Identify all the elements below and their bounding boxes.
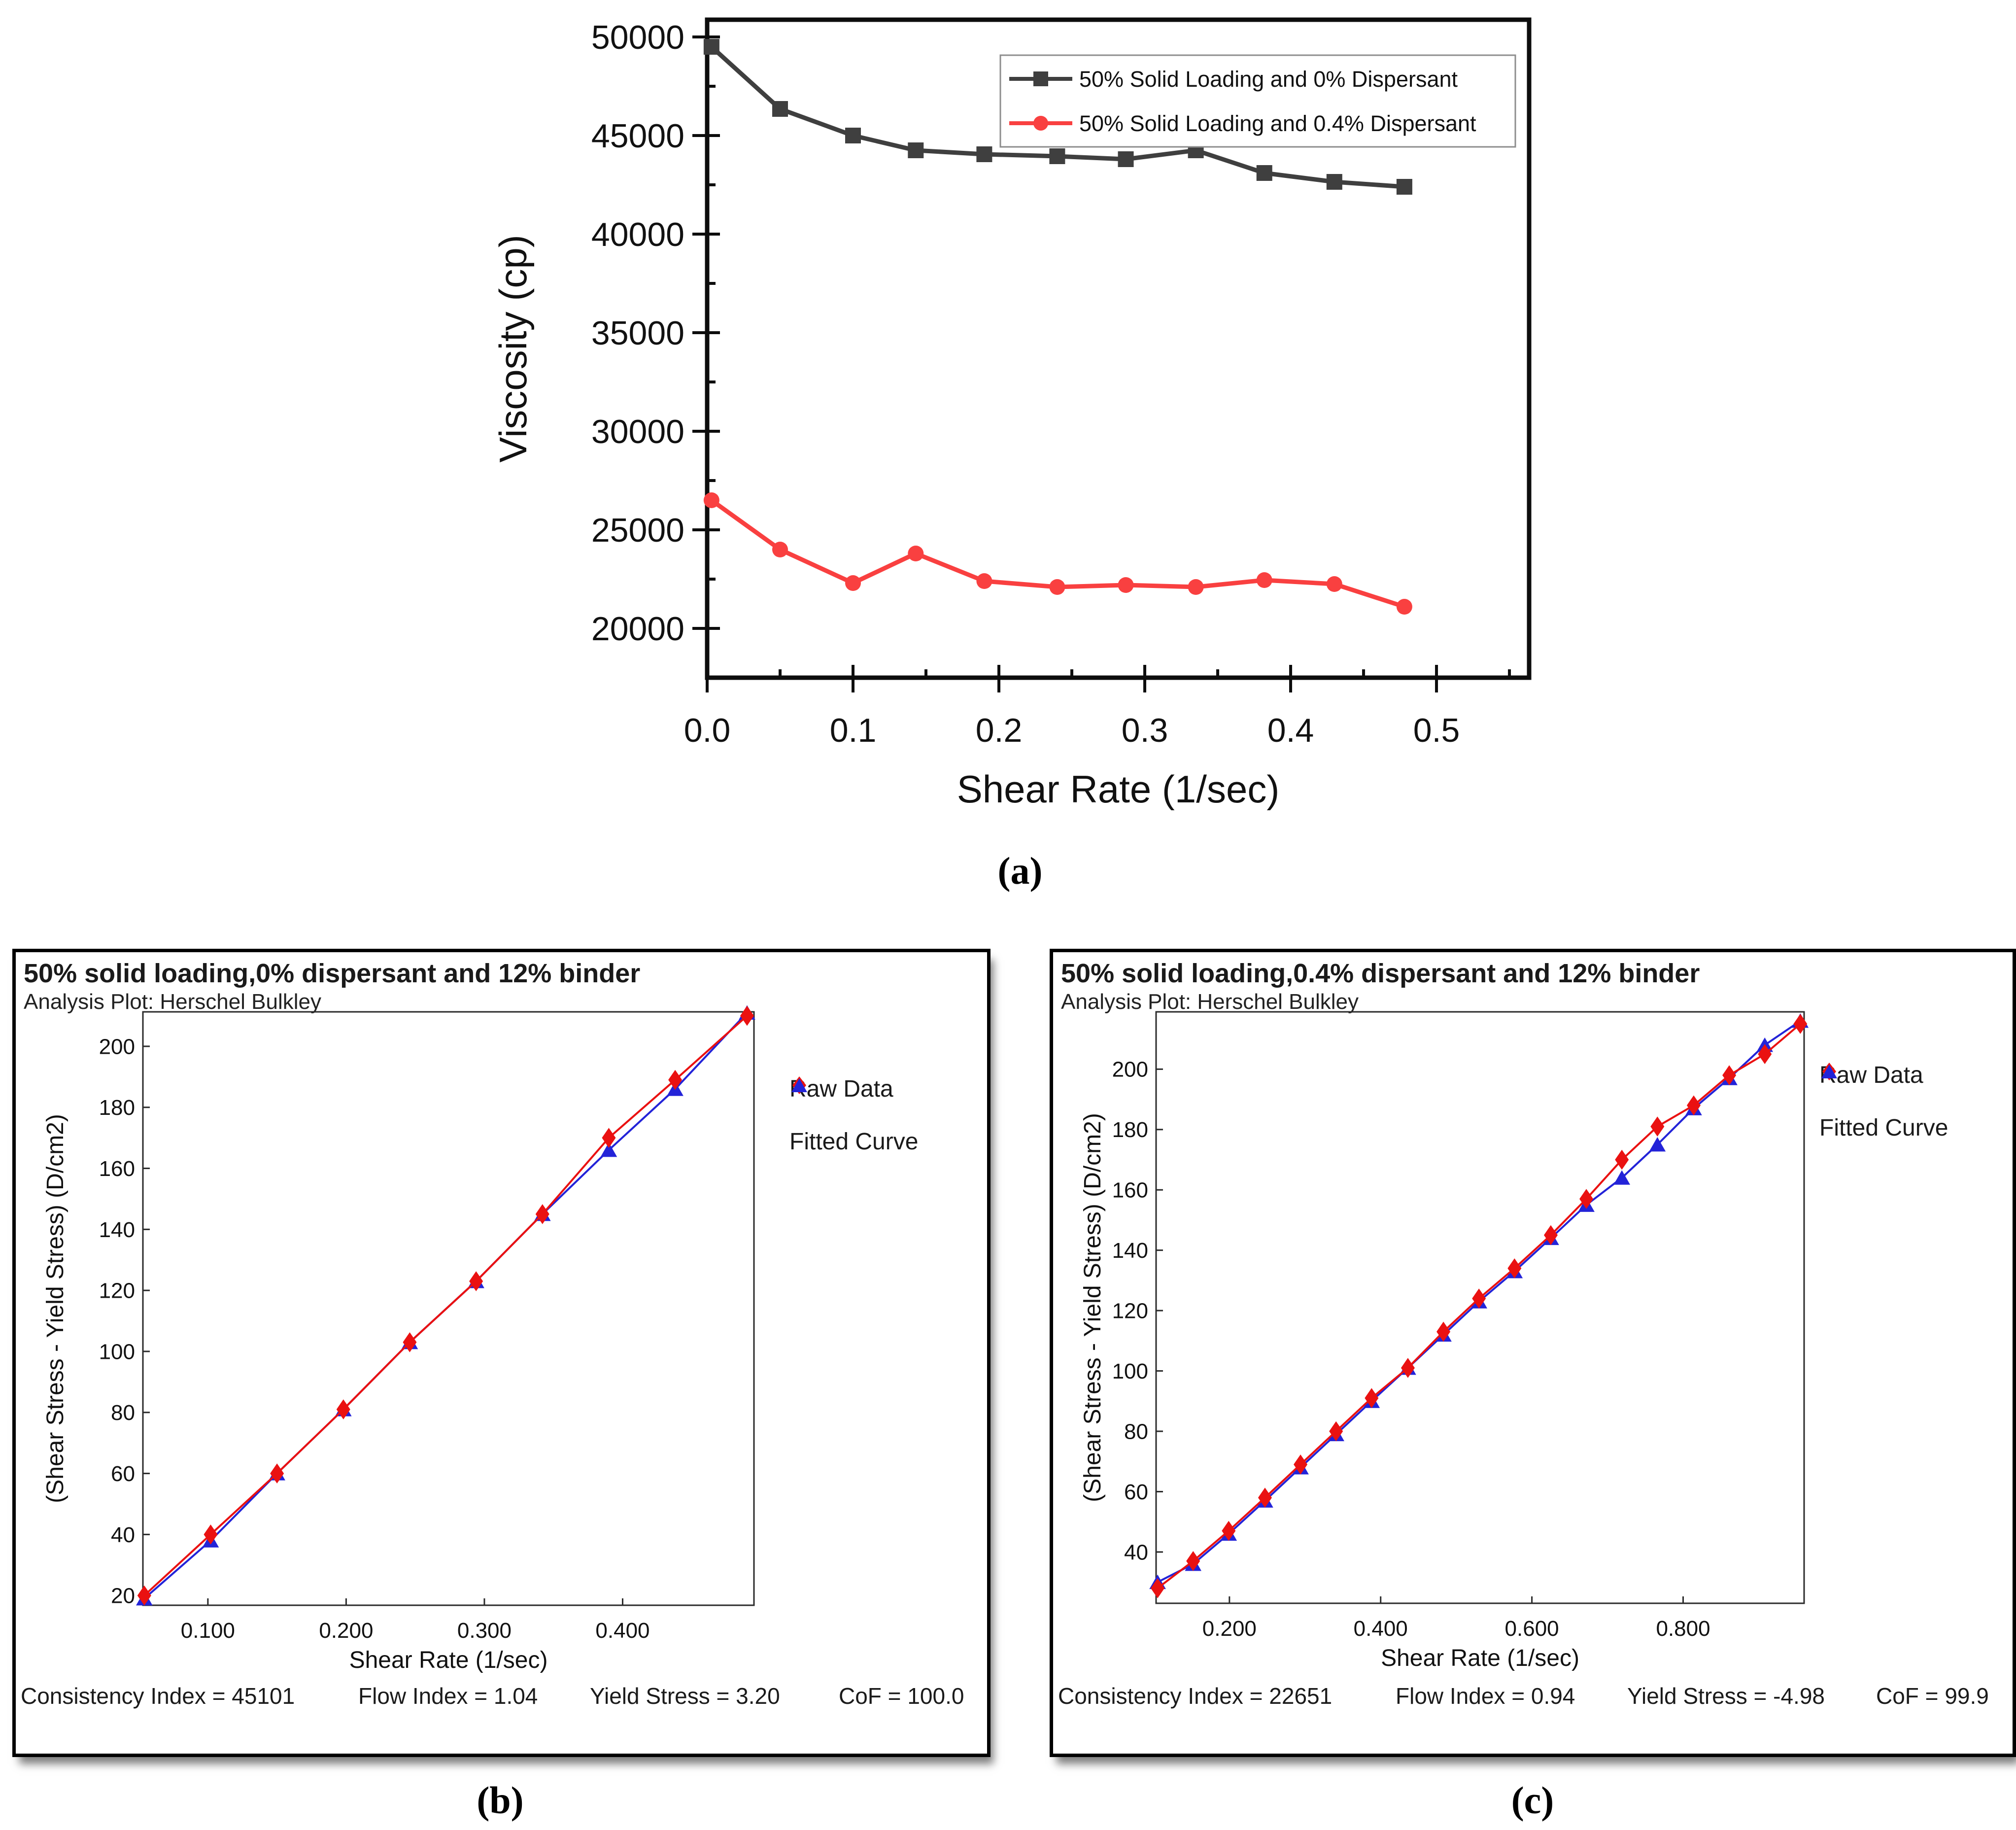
chart-a-viscosity-plot: 0.0 0.1 0.2 0.3 0.4 0.5 20000 25000 30000 35000 40… xyxy=(491,17,1532,811)
panel-b-title: 50% solid loading,0% dispersant and 12% … xyxy=(24,959,641,988)
svg-text:120: 120 xyxy=(99,1279,135,1303)
svg-text:0.3: 0.3 xyxy=(1122,712,1168,749)
svg-text:140: 140 xyxy=(1112,1239,1148,1263)
stat-consistency-index: Consistency Index = 45101 xyxy=(21,1683,295,1709)
panel-b-subtitle: Analysis Plot: Herschel Bulkley xyxy=(24,990,322,1014)
svg-text:140: 140 xyxy=(99,1218,135,1242)
legend-entry-fitted-curve: Fitted Curve xyxy=(789,1078,919,1155)
chart-c-legend: Raw Data Fitted Curve xyxy=(1819,1062,1948,1167)
legend-label-fitted-curve: Fitted Curve xyxy=(789,1129,919,1155)
legend-label-raw-data: Raw Data xyxy=(789,1076,893,1102)
svg-text:180: 180 xyxy=(99,1096,135,1120)
svg-text:0.5: 0.5 xyxy=(1413,712,1460,749)
svg-text:160: 160 xyxy=(1112,1178,1148,1203)
svg-text:120: 120 xyxy=(1112,1299,1148,1323)
fitted-curve-triangle-icon xyxy=(1821,1065,1837,1078)
legend-label-raw-data: Raw Data xyxy=(1819,1062,1923,1088)
svg-text:0.1: 0.1 xyxy=(830,712,877,749)
svg-text:160: 160 xyxy=(99,1157,135,1181)
legend-entry-raw-data: Raw Data xyxy=(789,1075,918,1103)
svg-text:0.2: 0.2 xyxy=(976,712,1023,749)
svg-text:80: 80 xyxy=(111,1401,135,1425)
svg-text:25000: 25000 xyxy=(591,512,684,549)
svg-text:Shear Rate (1/sec): Shear Rate (1/sec) xyxy=(349,1647,548,1673)
svg-text:50000: 50000 xyxy=(591,19,684,56)
svg-text:0.200: 0.200 xyxy=(1202,1617,1257,1641)
svg-text:40: 40 xyxy=(111,1523,135,1547)
stat-cof: CoF = 99.9 xyxy=(1876,1683,1989,1709)
svg-text:0.400: 0.400 xyxy=(1354,1617,1408,1641)
svg-text:180: 180 xyxy=(1112,1118,1148,1142)
svg-text:0.4: 0.4 xyxy=(1267,712,1314,749)
svg-text:20000: 20000 xyxy=(591,610,684,648)
panel-c-subtitle: Analysis Plot: Herschel Bulkley xyxy=(1061,990,1359,1014)
svg-text:40: 40 xyxy=(1124,1540,1148,1564)
svg-text:60: 60 xyxy=(1124,1480,1148,1504)
svg-text:0.100: 0.100 xyxy=(181,1619,235,1643)
svg-text:20: 20 xyxy=(111,1584,135,1608)
svg-text:80: 80 xyxy=(1124,1419,1148,1444)
caption-c: (c) xyxy=(1511,1779,1554,1822)
chart-b-plot: 0.100 0.200 0.300 0.400 20 40 60 80 100 120 140 160… xyxy=(42,1005,755,1673)
svg-text:50% Solid Loading and 0.4% Dis: 50% Solid Loading and 0.4% Dispersant xyxy=(1079,111,1476,136)
caption-b: (b) xyxy=(477,1779,524,1822)
svg-text:0.300: 0.300 xyxy=(457,1619,512,1643)
svg-text:Shear Rate (1/sec): Shear Rate (1/sec) xyxy=(1381,1645,1579,1671)
fitted-curve-triangle-icon xyxy=(791,1078,807,1092)
stat-yield-stress: Yield Stress = 3.20 xyxy=(590,1683,780,1709)
svg-text:0.200: 0.200 xyxy=(319,1619,373,1643)
stat-consistency-index: Consistency Index = 22651 xyxy=(1058,1683,1333,1709)
svg-text:(Shear Stress - Yield Stress): (Shear Stress - Yield Stress) (D/cm2) xyxy=(42,1114,68,1503)
panel-c-herschel-bulkley: 50% solid loading,0.4% dispersant and 12… xyxy=(1050,949,2016,1757)
chart-c-plot: 0.200 0.400 0.600 0.800 40 60 80 100 120 140 160 18… xyxy=(1080,1011,1809,1671)
stat-flow-index: Flow Index = 1.04 xyxy=(358,1683,538,1709)
svg-text:30000: 30000 xyxy=(591,413,684,450)
panel-b-herschel-bulkley: 50% solid loading,0% dispersant and 12% … xyxy=(12,949,991,1757)
svg-text:(Shear Stress - Yield Stress): (Shear Stress - Yield Stress) (D/cm2) xyxy=(1080,1113,1106,1502)
svg-text:50% Solid Loading and 0% Dispe: 50% Solid Loading and 0% Dispersant xyxy=(1079,67,1458,92)
svg-text:0.600: 0.600 xyxy=(1505,1617,1559,1641)
svg-text:100: 100 xyxy=(99,1340,135,1364)
svg-text:0.0: 0.0 xyxy=(684,712,731,749)
svg-text:40000: 40000 xyxy=(591,216,684,253)
legend-entry-raw-data: Raw Data xyxy=(1819,1062,1948,1089)
svg-text:200: 200 xyxy=(1112,1058,1148,1082)
svg-text:200: 200 xyxy=(99,1035,135,1059)
svg-text:45000: 45000 xyxy=(591,117,684,155)
chart-b-legend: Raw Data Fitted Curve xyxy=(789,1075,918,1181)
stat-cof: CoF = 100.0 xyxy=(839,1683,964,1709)
svg-text:Viscosity (cp): Viscosity (cp) xyxy=(491,235,535,462)
stat-yield-stress: Yield Stress = -4.98 xyxy=(1627,1683,1825,1709)
svg-text:0.800: 0.800 xyxy=(1656,1617,1710,1641)
svg-text:Shear Rate (1/sec): Shear Rate (1/sec) xyxy=(957,767,1280,811)
legend-label-fitted-curve: Fitted Curve xyxy=(1819,1115,1948,1141)
svg-text:60: 60 xyxy=(111,1462,135,1486)
stat-flow-index: Flow Index = 0.94 xyxy=(1396,1683,1575,1709)
caption-a: (a) xyxy=(997,849,1043,892)
panel-c-title: 50% solid loading,0.4% dispersant and 12… xyxy=(1061,959,1700,988)
svg-text:35000: 35000 xyxy=(591,314,684,352)
svg-text:0.400: 0.400 xyxy=(595,1619,649,1643)
svg-text:100: 100 xyxy=(1112,1359,1148,1383)
legend-entry-fitted-curve: Fitted Curve xyxy=(1819,1065,1948,1141)
